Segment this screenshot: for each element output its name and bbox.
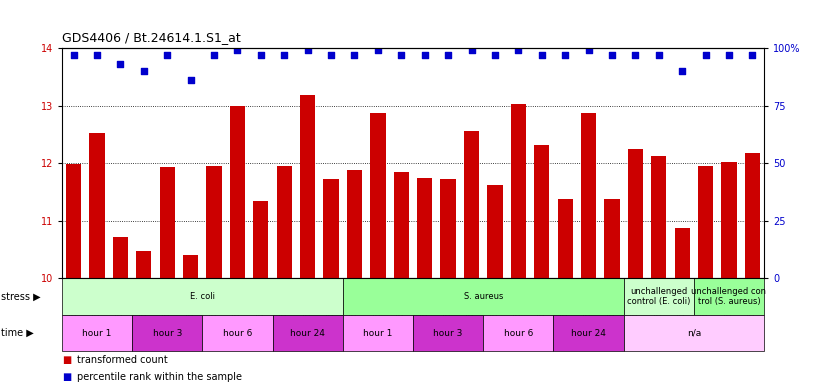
- Bar: [206, 166, 221, 278]
- Bar: [487, 185, 502, 278]
- Bar: [624, 315, 764, 351]
- Text: hour 3: hour 3: [153, 329, 182, 338]
- Text: ■: ■: [62, 372, 71, 382]
- Bar: [553, 315, 624, 351]
- Point: [558, 52, 572, 58]
- Bar: [483, 315, 553, 351]
- Point: [535, 52, 548, 58]
- Bar: [605, 199, 620, 278]
- Bar: [132, 315, 202, 351]
- Text: percentile rank within the sample: percentile rank within the sample: [77, 372, 242, 382]
- Text: GDS4406 / Bt.24614.1.S1_at: GDS4406 / Bt.24614.1.S1_at: [62, 31, 240, 44]
- Text: hour 3: hour 3: [434, 329, 463, 338]
- Bar: [370, 113, 386, 278]
- Point: [207, 52, 221, 58]
- Bar: [324, 179, 339, 278]
- Bar: [413, 315, 483, 351]
- Bar: [624, 278, 694, 315]
- Point: [652, 52, 665, 58]
- Bar: [277, 166, 292, 278]
- Bar: [136, 251, 151, 278]
- Point: [372, 47, 385, 53]
- Bar: [417, 178, 432, 278]
- Bar: [89, 133, 105, 278]
- Bar: [394, 172, 409, 278]
- Bar: [510, 104, 526, 278]
- Point: [114, 61, 127, 67]
- Bar: [675, 228, 690, 278]
- Point: [90, 52, 104, 58]
- Text: ■: ■: [62, 355, 71, 365]
- Point: [348, 52, 361, 58]
- Point: [511, 47, 525, 53]
- Point: [629, 52, 642, 58]
- Bar: [628, 149, 643, 278]
- Point: [722, 52, 735, 58]
- Bar: [343, 278, 624, 315]
- Point: [746, 52, 759, 58]
- Bar: [62, 315, 132, 351]
- Text: unchallenged
control (E. coli): unchallenged control (E. coli): [627, 287, 691, 306]
- Point: [418, 52, 431, 58]
- Bar: [343, 315, 413, 351]
- Point: [230, 47, 244, 53]
- Point: [137, 68, 150, 74]
- Bar: [745, 153, 760, 278]
- Bar: [183, 255, 198, 278]
- Bar: [113, 237, 128, 278]
- Text: S. aureus: S. aureus: [463, 292, 503, 301]
- Point: [395, 52, 408, 58]
- Bar: [254, 201, 268, 278]
- Point: [301, 47, 314, 53]
- Bar: [698, 166, 713, 278]
- Bar: [273, 315, 343, 351]
- Bar: [62, 278, 343, 315]
- Point: [160, 52, 173, 58]
- Text: hour 24: hour 24: [571, 329, 606, 338]
- Point: [582, 47, 595, 53]
- Bar: [202, 315, 273, 351]
- Bar: [464, 131, 479, 278]
- Point: [67, 52, 80, 58]
- Point: [605, 52, 619, 58]
- Bar: [558, 199, 572, 278]
- Bar: [230, 106, 245, 278]
- Bar: [300, 95, 316, 278]
- Point: [278, 52, 291, 58]
- Text: hour 6: hour 6: [223, 329, 252, 338]
- Text: E. coli: E. coli: [190, 292, 215, 301]
- Point: [488, 52, 501, 58]
- Point: [184, 77, 197, 83]
- Bar: [581, 113, 596, 278]
- Bar: [347, 170, 362, 278]
- Point: [676, 68, 689, 74]
- Bar: [440, 179, 456, 278]
- Bar: [159, 167, 175, 278]
- Bar: [694, 278, 764, 315]
- Bar: [66, 164, 81, 278]
- Point: [254, 52, 268, 58]
- Text: hour 1: hour 1: [83, 329, 112, 338]
- Bar: [721, 162, 737, 278]
- Text: n/a: n/a: [686, 329, 701, 338]
- Point: [465, 47, 478, 53]
- Text: stress ▶: stress ▶: [1, 291, 40, 302]
- Text: hour 1: hour 1: [363, 329, 392, 338]
- Bar: [534, 145, 549, 278]
- Text: hour 24: hour 24: [290, 329, 325, 338]
- Point: [325, 52, 338, 58]
- Text: unchallenged con
trol (S. aureus): unchallenged con trol (S. aureus): [691, 287, 767, 306]
- Text: transformed count: transformed count: [77, 355, 168, 365]
- Bar: [651, 156, 667, 278]
- Point: [699, 52, 712, 58]
- Text: hour 6: hour 6: [504, 329, 533, 338]
- Point: [441, 52, 454, 58]
- Text: time ▶: time ▶: [1, 328, 34, 338]
